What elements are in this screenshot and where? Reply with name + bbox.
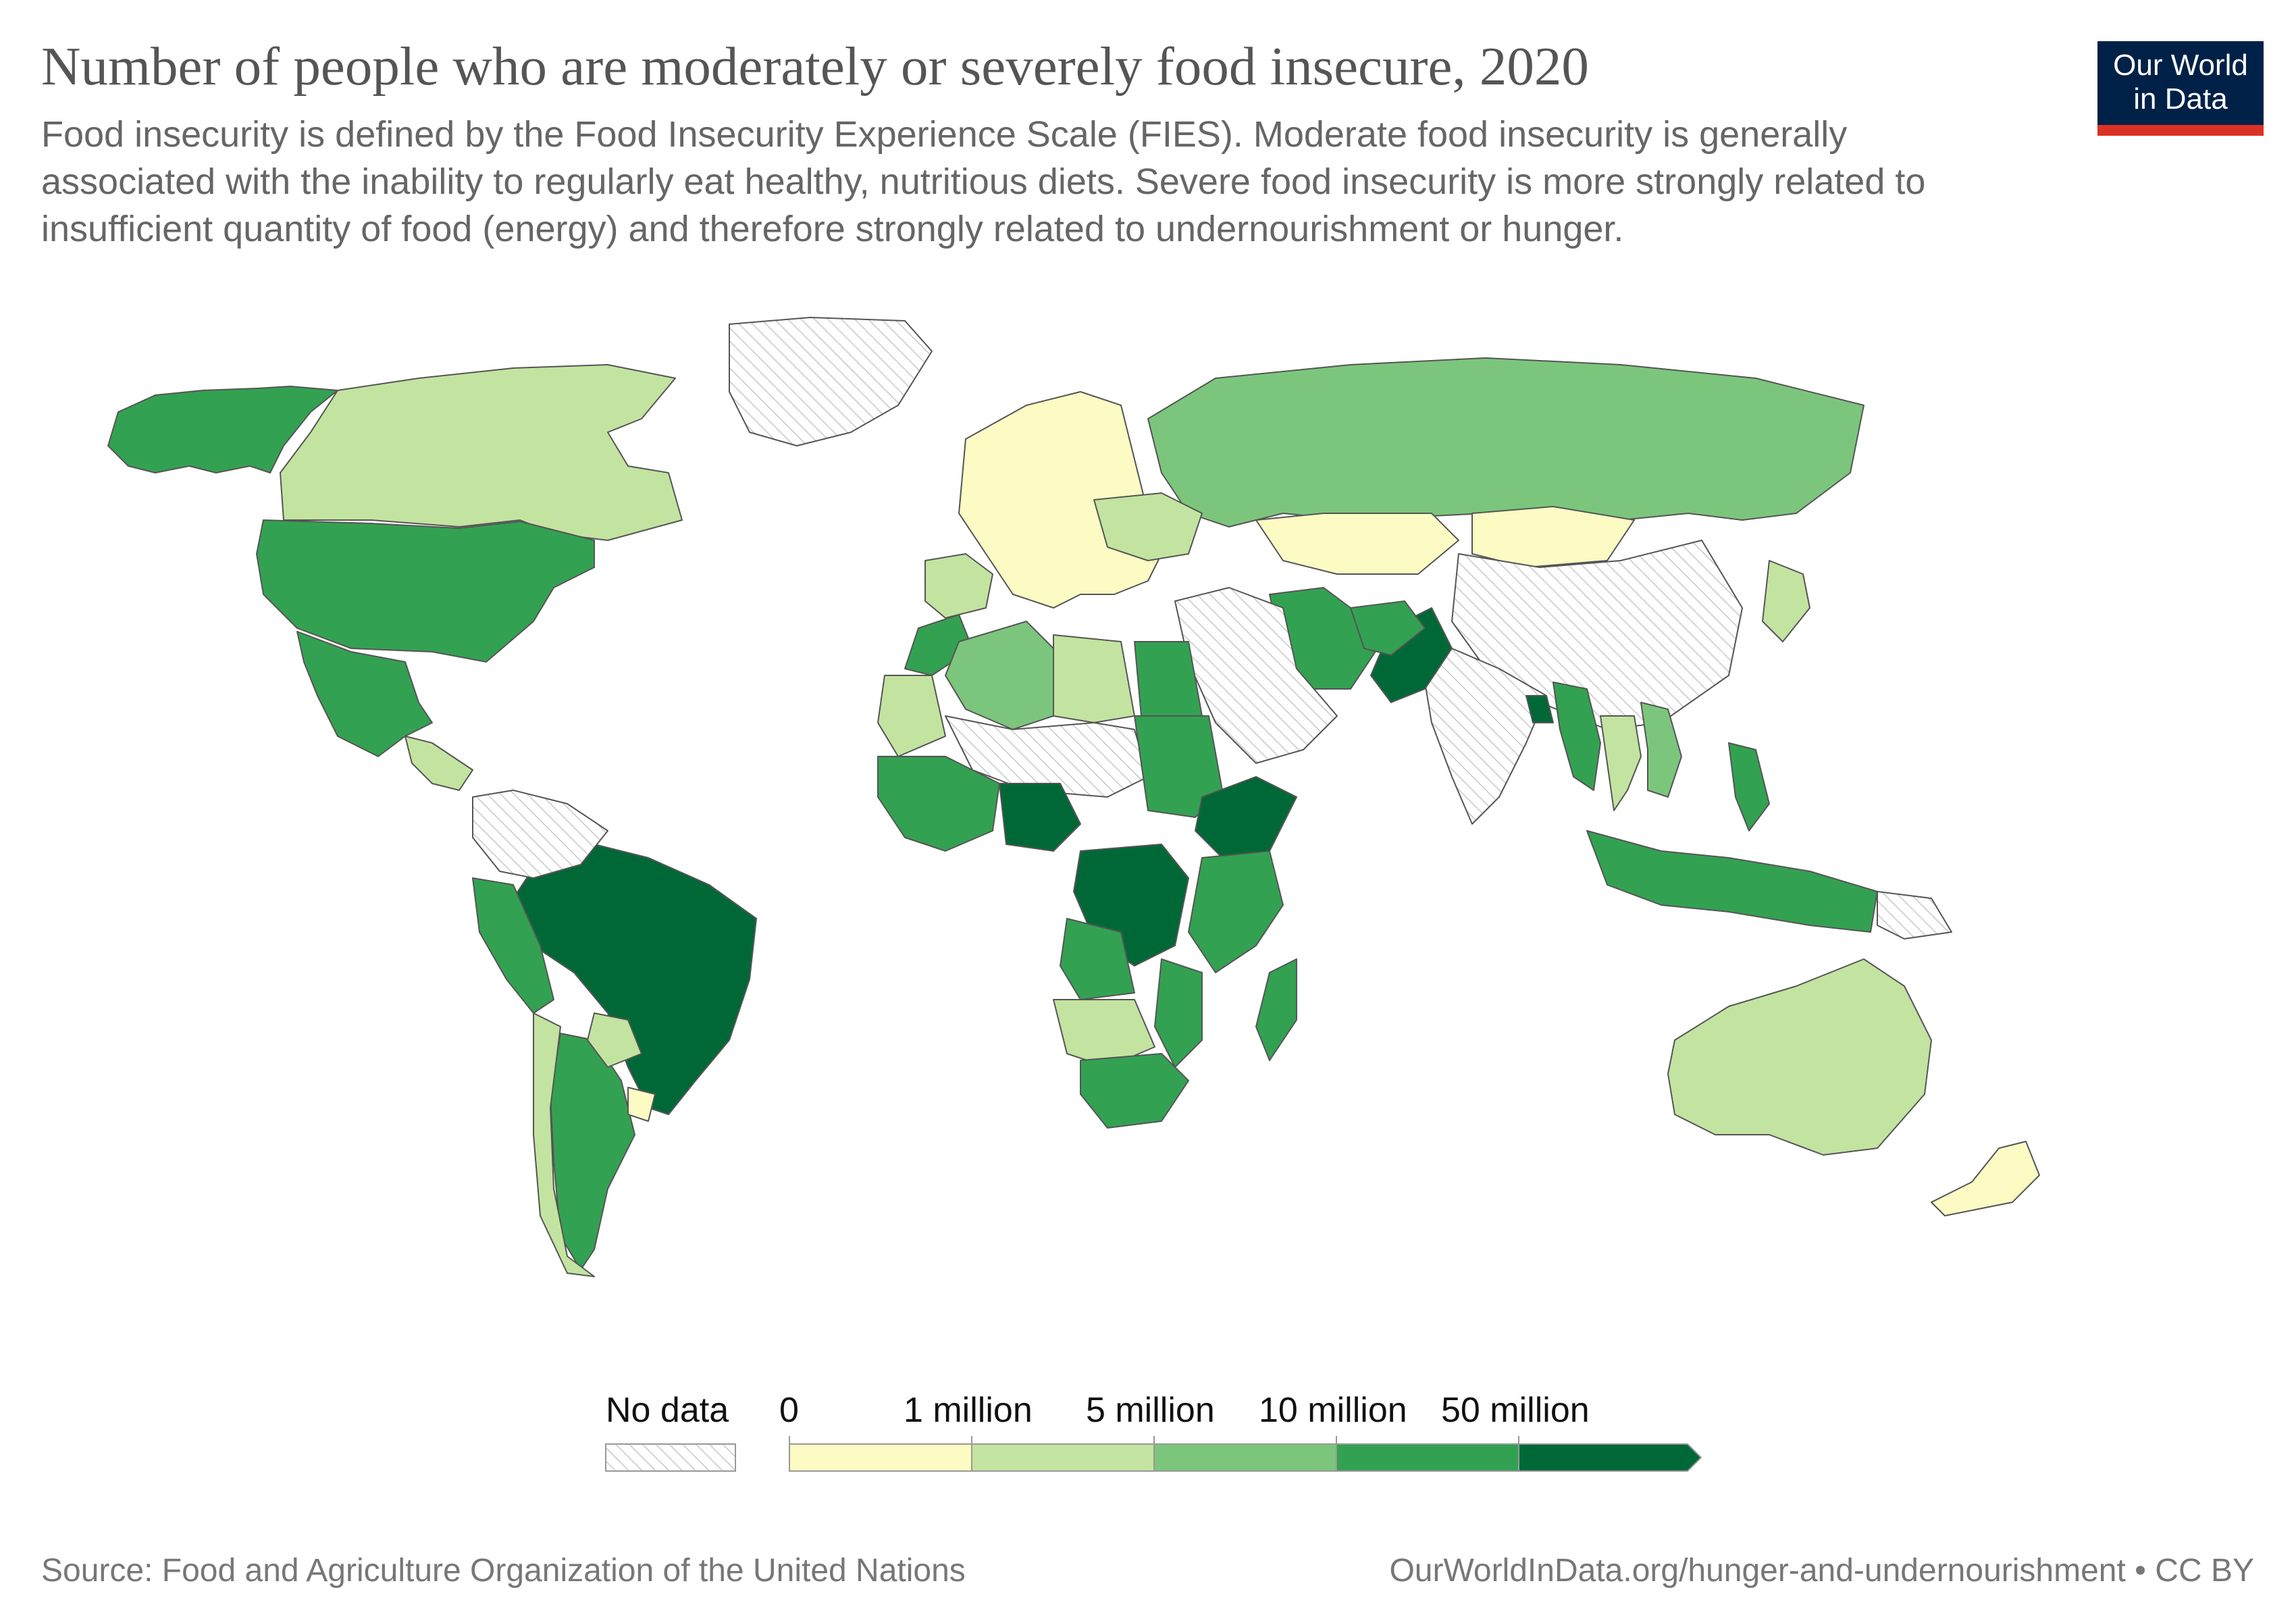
region-saudi-arabia-middle-east[interactable] <box>1174 587 1338 764</box>
map-legend <box>605 1436 1702 1472</box>
region-myanmar[interactable] <box>1553 681 1601 791</box>
region-angola[interactable] <box>1060 918 1135 1000</box>
legend-no-data-label: No data <box>606 1391 729 1430</box>
legend-swatch-0 <box>789 1443 972 1472</box>
footer-url-link[interactable]: OurWorldInData.org/hunger-and-undernouri… <box>1389 1553 2254 1589</box>
region-bangladesh[interactable] <box>1525 695 1554 723</box>
region-philippines[interactable] <box>1728 742 1770 831</box>
region-russia[interactable] <box>1147 357 1864 528</box>
chart-subtitle-line-3: insufficient quantity of food (energy) a… <box>41 209 1624 249</box>
region-kazakhstan[interactable] <box>1255 513 1459 575</box>
chart-title: Number of people who are moderately or s… <box>41 36 1589 97</box>
region-ukraine-eastern-europe[interactable] <box>1093 492 1203 561</box>
region-india[interactable] <box>1424 648 1547 825</box>
region-madagascar[interactable] <box>1255 958 1297 1061</box>
region-europe[interactable] <box>958 391 1162 609</box>
region-thailand[interactable] <box>1600 715 1642 811</box>
region-south-africa[interactable] <box>1080 1053 1189 1129</box>
region-new-zealand[interactable] <box>1931 1141 2040 1216</box>
chart-subtitle-line-2: associated with the inability to regular… <box>41 161 1926 202</box>
region-paraguay[interactable] <box>587 1012 642 1068</box>
legend-bin-label-3: 10 million <box>1259 1391 1407 1430</box>
region-afghanistan[interactable] <box>1350 600 1426 656</box>
region-mongolia[interactable] <box>1471 506 1635 568</box>
region-mauritania[interactable] <box>877 675 946 757</box>
owid-logo[interactable]: Our World in Data <box>2097 41 2264 136</box>
region-libya[interactable] <box>1053 634 1135 723</box>
map-regions <box>107 317 2040 1277</box>
region-brazil[interactable] <box>513 844 757 1115</box>
region-uruguay[interactable] <box>627 1087 656 1122</box>
legend-swatch-1 <box>971 1443 1155 1472</box>
legend-bin-label-2: 5 million <box>1086 1391 1215 1430</box>
region-alaska-us-[interactable] <box>107 386 338 473</box>
region-east-africa[interactable] <box>1188 850 1284 973</box>
legend-swatch-3 <box>1336 1443 1519 1472</box>
region-peru[interactable] <box>472 877 554 1014</box>
logo-line-1: Our World <box>2113 49 2248 82</box>
region-central-america[interactable] <box>405 736 473 791</box>
region-venezuela-colombia-bolivia[interactable] <box>472 790 608 879</box>
region-greenland[interactable] <box>729 317 933 446</box>
region-west-africa[interactable] <box>877 756 1000 852</box>
footer-source: Source: Food and Agriculture Organizatio… <box>41 1553 966 1589</box>
region-chile[interactable] <box>533 1012 595 1277</box>
logo-line-2: in Data <box>2133 82 2228 115</box>
region-papua-new-guinea[interactable] <box>1877 891 1952 940</box>
region-united-states[interactable] <box>256 519 595 663</box>
region-spain[interactable] <box>924 553 993 619</box>
legend-swatch-2 <box>1153 1443 1337 1472</box>
region-australia[interactable] <box>1667 958 1932 1156</box>
region-indonesia[interactable] <box>1586 830 1878 933</box>
chart-subtitle-line-1: Food insecurity is defined by the Food I… <box>41 114 1848 155</box>
region-canada[interactable] <box>280 364 683 541</box>
region-algeria[interactable] <box>945 621 1054 730</box>
region-nigeria[interactable] <box>999 783 1081 852</box>
legend-bin-label-1: 1 million <box>904 1391 1033 1430</box>
legend-bin-label-4: 50 million <box>1441 1391 1590 1430</box>
legend-bin-label-0: 0 <box>779 1391 799 1430</box>
legend-swatch-4 <box>1518 1443 1702 1472</box>
region-japan[interactable] <box>1762 560 1810 642</box>
region-argentina[interactable] <box>550 1033 635 1270</box>
logo-red-bar <box>2097 125 2264 136</box>
region-vietnam[interactable] <box>1640 702 1682 798</box>
legend-no-data-swatch <box>605 1443 736 1472</box>
region-mozambique[interactable] <box>1154 958 1203 1068</box>
